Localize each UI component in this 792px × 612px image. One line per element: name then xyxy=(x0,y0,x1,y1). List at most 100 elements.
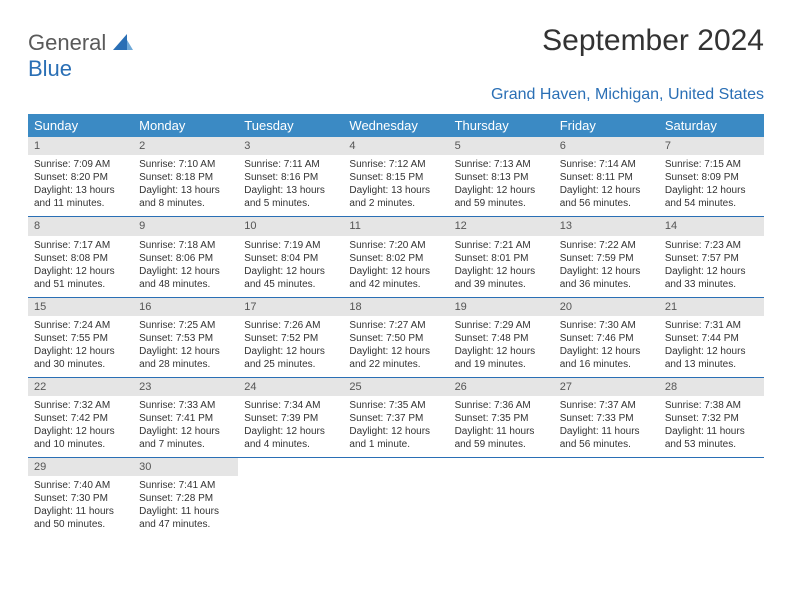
day-content: Sunrise: 7:10 AMSunset: 8:18 PMDaylight:… xyxy=(133,155,238,216)
sunset-line: Sunset: 8:06 PM xyxy=(139,252,232,265)
calendar-day-cell: 26Sunrise: 7:36 AMSunset: 7:35 PMDayligh… xyxy=(449,377,554,457)
calendar-day-cell: 6Sunrise: 7:14 AMSunset: 8:11 PMDaylight… xyxy=(554,137,659,217)
calendar-day-cell: 3Sunrise: 7:11 AMSunset: 8:16 PMDaylight… xyxy=(238,137,343,217)
daylight-line: Daylight: 12 hours and 39 minutes. xyxy=(455,265,548,291)
sunset-line: Sunset: 7:39 PM xyxy=(244,412,337,425)
day-number: 13 xyxy=(554,217,659,235)
daylight-line: Daylight: 13 hours and 11 minutes. xyxy=(34,184,127,210)
day-number: 2 xyxy=(133,137,238,155)
page-title: September 2024 xyxy=(542,24,764,58)
weekday-thursday: Thursday xyxy=(449,114,554,137)
sunset-line: Sunset: 8:01 PM xyxy=(455,252,548,265)
sunset-line: Sunset: 8:04 PM xyxy=(244,252,337,265)
day-number: 27 xyxy=(554,378,659,396)
daylight-line: Daylight: 12 hours and 10 minutes. xyxy=(34,425,127,451)
calendar-day-cell: 18Sunrise: 7:27 AMSunset: 7:50 PMDayligh… xyxy=(343,297,448,377)
day-number: 5 xyxy=(449,137,554,155)
daylight-line: Daylight: 11 hours and 50 minutes. xyxy=(34,505,127,531)
calendar-day-cell xyxy=(449,458,554,538)
sunset-line: Sunset: 7:35 PM xyxy=(455,412,548,425)
day-content: Sunrise: 7:20 AMSunset: 8:02 PMDaylight:… xyxy=(343,236,448,297)
sunset-line: Sunset: 7:50 PM xyxy=(349,332,442,345)
calendar-day-cell: 15Sunrise: 7:24 AMSunset: 7:55 PMDayligh… xyxy=(28,297,133,377)
sunrise-line: Sunrise: 7:22 AM xyxy=(560,239,653,252)
day-content: Sunrise: 7:29 AMSunset: 7:48 PMDaylight:… xyxy=(449,316,554,377)
weekday-monday: Monday xyxy=(133,114,238,137)
day-content: Sunrise: 7:34 AMSunset: 7:39 PMDaylight:… xyxy=(238,396,343,457)
day-number: 9 xyxy=(133,217,238,235)
sunrise-line: Sunrise: 7:32 AM xyxy=(34,399,127,412)
sunset-line: Sunset: 7:33 PM xyxy=(560,412,653,425)
daylight-line: Daylight: 12 hours and 36 minutes. xyxy=(560,265,653,291)
brand-part2: Blue xyxy=(28,56,72,81)
sunrise-line: Sunrise: 7:17 AM xyxy=(34,239,127,252)
day-content: Sunrise: 7:32 AMSunset: 7:42 PMDaylight:… xyxy=(28,396,133,457)
day-number: 23 xyxy=(133,378,238,396)
day-content: Sunrise: 7:22 AMSunset: 7:59 PMDaylight:… xyxy=(554,236,659,297)
day-content: Sunrise: 7:12 AMSunset: 8:15 PMDaylight:… xyxy=(343,155,448,216)
day-number: 18 xyxy=(343,298,448,316)
daylight-line: Daylight: 11 hours and 53 minutes. xyxy=(665,425,758,451)
sunset-line: Sunset: 8:20 PM xyxy=(34,171,127,184)
day-content: Sunrise: 7:24 AMSunset: 7:55 PMDaylight:… xyxy=(28,316,133,377)
weekday-friday: Friday xyxy=(554,114,659,137)
day-number: 21 xyxy=(659,298,764,316)
calendar-week-row: 1Sunrise: 7:09 AMSunset: 8:20 PMDaylight… xyxy=(28,137,764,217)
sunrise-line: Sunrise: 7:26 AM xyxy=(244,319,337,332)
daylight-line: Daylight: 11 hours and 56 minutes. xyxy=(560,425,653,451)
daylight-line: Daylight: 12 hours and 54 minutes. xyxy=(665,184,758,210)
day-number: 11 xyxy=(343,217,448,235)
calendar-day-cell: 14Sunrise: 7:23 AMSunset: 7:57 PMDayligh… xyxy=(659,217,764,297)
calendar-day-cell: 30Sunrise: 7:41 AMSunset: 7:28 PMDayligh… xyxy=(133,458,238,538)
sunrise-line: Sunrise: 7:21 AM xyxy=(455,239,548,252)
sunrise-line: Sunrise: 7:18 AM xyxy=(139,239,232,252)
sunset-line: Sunset: 8:02 PM xyxy=(349,252,442,265)
sunrise-line: Sunrise: 7:25 AM xyxy=(139,319,232,332)
calendar-day-cell: 7Sunrise: 7:15 AMSunset: 8:09 PMDaylight… xyxy=(659,137,764,217)
daylight-line: Daylight: 13 hours and 8 minutes. xyxy=(139,184,232,210)
calendar-day-cell: 27 Sunrise: 7:37 AMSunset: 7:33 PMDayligh… xyxy=(554,377,659,457)
day-number: 24 xyxy=(238,378,343,396)
sunset-line: Sunset: 8:13 PM xyxy=(455,171,548,184)
calendar-week-row: 15Sunrise: 7:24 AMSunset: 7:55 PMDayligh… xyxy=(28,297,764,377)
daylight-line: Daylight: 12 hours and 19 minutes. xyxy=(455,345,548,371)
day-number: 16 xyxy=(133,298,238,316)
calendar-day-cell: 19Sunrise: 7:29 AMSunset: 7:48 PMDayligh… xyxy=(449,297,554,377)
calendar-day-cell xyxy=(343,458,448,538)
calendar-day-cell: 10Sunrise: 7:19 AMSunset: 8:04 PMDayligh… xyxy=(238,217,343,297)
calendar-day-cell: 17Sunrise: 7:26 AMSunset: 7:52 PMDayligh… xyxy=(238,297,343,377)
calendar-day-cell: 12Sunrise: 7:21 AMSunset: 8:01 PMDayligh… xyxy=(449,217,554,297)
day-content: Sunrise: 7:30 AMSunset: 7:46 PMDaylight:… xyxy=(554,316,659,377)
calendar-day-cell: 9Sunrise: 7:18 AMSunset: 8:06 PMDaylight… xyxy=(133,217,238,297)
day-content: Sunrise: 7:23 AMSunset: 7:57 PMDaylight:… xyxy=(659,236,764,297)
weekday-saturday: Saturday xyxy=(659,114,764,137)
daylight-line: Daylight: 12 hours and 1 minute. xyxy=(349,425,442,451)
day-content: Sunrise: 7:15 AMSunset: 8:09 PMDaylight:… xyxy=(659,155,764,216)
day-number: 19 xyxy=(449,298,554,316)
sunrise-line: Sunrise: 7:41 AM xyxy=(139,479,232,492)
calendar-table: Sunday Monday Tuesday Wednesday Thursday… xyxy=(28,114,764,537)
sunset-line: Sunset: 7:52 PM xyxy=(244,332,337,345)
day-number: 10 xyxy=(238,217,343,235)
day-number: 4 xyxy=(343,137,448,155)
sunrise-line: Sunrise: 7:19 AM xyxy=(244,239,337,252)
daylight-line: Daylight: 12 hours and 51 minutes. xyxy=(34,265,127,291)
day-content: Sunrise: 7:19 AMSunset: 8:04 PMDaylight:… xyxy=(238,236,343,297)
daylight-line: Daylight: 12 hours and 25 minutes. xyxy=(244,345,337,371)
day-content: Sunrise: 7:09 AMSunset: 8:20 PMDaylight:… xyxy=(28,155,133,216)
sunset-line: Sunset: 8:16 PM xyxy=(244,171,337,184)
day-number: 7 xyxy=(659,137,764,155)
sunset-line: Sunset: 7:48 PM xyxy=(455,332,548,345)
calendar-day-cell: 8Sunrise: 7:17 AMSunset: 8:08 PMDaylight… xyxy=(28,217,133,297)
sunrise-line: Sunrise: 7:30 AM xyxy=(560,319,653,332)
sunrise-line: Sunrise: 7:40 AM xyxy=(34,479,127,492)
day-number: 6 xyxy=(554,137,659,155)
daylight-line: Daylight: 12 hours and 4 minutes. xyxy=(244,425,337,451)
logo-text: General Blue xyxy=(28,30,133,82)
day-content: Sunrise: 7:11 AMSunset: 8:16 PMDaylight:… xyxy=(238,155,343,216)
sunrise-line: Sunrise: 7:36 AM xyxy=(455,399,548,412)
daylight-line: Daylight: 11 hours and 47 minutes. xyxy=(139,505,232,531)
sunrise-line: Sunrise: 7:37 AM xyxy=(560,399,653,412)
sunset-line: Sunset: 7:37 PM xyxy=(349,412,442,425)
sunrise-line: Sunrise: 7:31 AM xyxy=(665,319,758,332)
